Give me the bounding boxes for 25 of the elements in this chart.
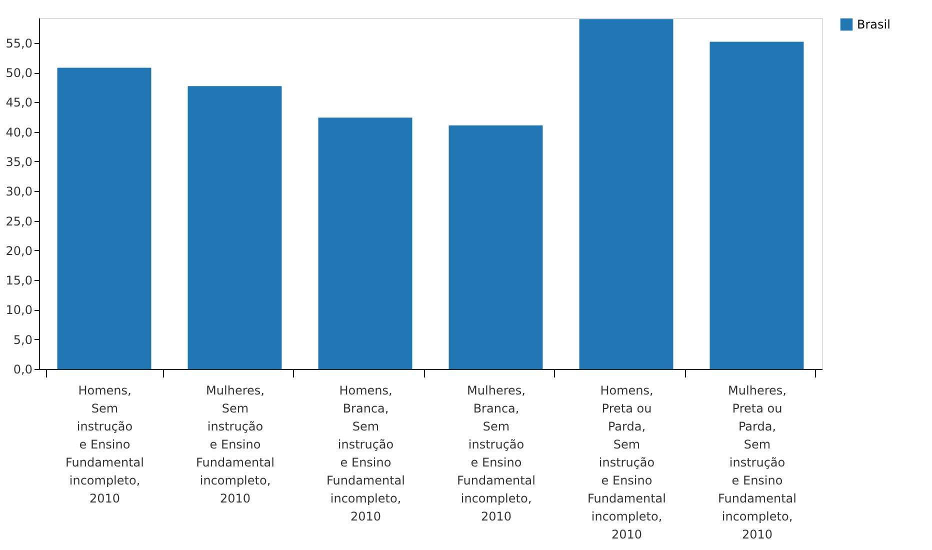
bar	[710, 42, 804, 369]
x-tick-label: Mulheres, Branca, Sem instrução e Ensino Fundamental incompleto, 2010	[457, 384, 536, 524]
y-tick-label: 20,0	[6, 244, 32, 258]
x-tick-label: Homens, Branca, Sem instrução e Ensino Fundamental incompleto, 2010	[326, 384, 405, 524]
y-tick-label: 5,0	[13, 332, 32, 347]
bar	[188, 86, 282, 369]
bar	[448, 125, 543, 369]
category-label: Homens, Preta ou Parda, Sem instrução e Ensino Fundamental incompleto, 2010	[588, 384, 666, 542]
bar	[318, 118, 412, 369]
legend-label: Brasil	[857, 18, 890, 32]
y-tick-label: 15,0	[6, 274, 32, 288]
y-tick-label: 55,0	[6, 36, 32, 50]
y-tick-label: 10,0	[6, 303, 32, 318]
x-tick-label: Mulheres, Sem instrução e Ensino Fundamental incompleto, 2010	[196, 384, 274, 506]
bar	[57, 68, 152, 369]
y-tick-label: 40,0	[6, 125, 32, 140]
y-tick-label: 35,0	[6, 154, 32, 169]
y-tick-label: 45,0	[6, 96, 32, 110]
y-tick-label: 0,0	[13, 362, 32, 376]
x-tick-label: Homens, Sem instrução e Ensino Fundamental incompleto, 2010	[66, 384, 144, 506]
y-tick-label: 25,0	[6, 214, 32, 228]
y-tick-label: 30,0	[6, 184, 32, 199]
category-label: Mulheres, Preta ou Parda, Sem instrução e Ensino Fundamental incompleto, 2010	[718, 384, 796, 542]
bar	[579, 19, 674, 369]
y-tick-label: 50,0	[6, 66, 32, 80]
